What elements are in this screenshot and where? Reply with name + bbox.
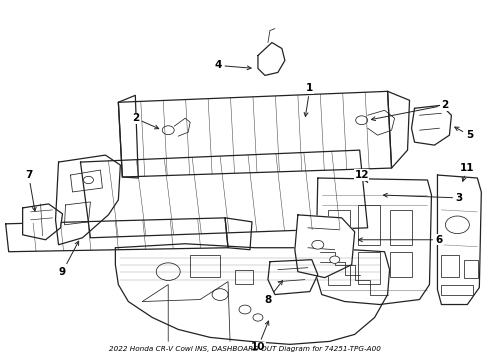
Circle shape	[156, 263, 180, 280]
Polygon shape	[56, 155, 120, 245]
Bar	[389, 252, 411, 276]
Polygon shape	[118, 95, 138, 178]
Circle shape	[212, 289, 227, 301]
Text: 4: 4	[214, 60, 251, 71]
Polygon shape	[315, 178, 430, 305]
Text: 7: 7	[25, 170, 36, 211]
Circle shape	[239, 305, 250, 314]
Circle shape	[162, 126, 174, 135]
Text: 12: 12	[354, 170, 368, 183]
Circle shape	[355, 116, 367, 125]
Text: 2: 2	[371, 100, 447, 121]
Polygon shape	[437, 175, 480, 305]
Text: 2022 Honda CR-V Cowl INS, DASHBOARD OUT Diagram for 74251-TPG-A00: 2022 Honda CR-V Cowl INS, DASHBOARD OUT …	[108, 346, 380, 352]
Polygon shape	[258, 42, 285, 75]
Bar	[441, 255, 458, 276]
Bar	[441, 285, 472, 294]
Bar	[464, 260, 477, 278]
Circle shape	[329, 256, 339, 264]
Polygon shape	[6, 218, 227, 252]
Polygon shape	[224, 218, 251, 250]
Text: 10: 10	[250, 321, 268, 352]
Text: 11: 11	[459, 163, 474, 181]
Polygon shape	[22, 204, 62, 240]
Bar	[327, 210, 349, 245]
Polygon shape	[294, 215, 354, 278]
Polygon shape	[81, 150, 367, 238]
Text: 6: 6	[358, 235, 442, 245]
Polygon shape	[118, 91, 391, 177]
Text: 5: 5	[454, 127, 472, 140]
Text: 3: 3	[383, 193, 462, 203]
Text: 9: 9	[59, 241, 79, 276]
Text: 1: 1	[304, 84, 313, 116]
Bar	[357, 252, 379, 284]
Polygon shape	[387, 91, 408, 168]
Circle shape	[83, 176, 93, 184]
Bar	[190, 255, 220, 276]
Polygon shape	[115, 244, 389, 345]
Bar	[357, 205, 379, 245]
Polygon shape	[411, 105, 450, 145]
Circle shape	[445, 216, 468, 234]
Circle shape	[311, 240, 323, 249]
Circle shape	[252, 314, 263, 321]
Bar	[235, 270, 252, 284]
Bar	[327, 255, 349, 285]
Text: 8: 8	[264, 281, 282, 305]
Polygon shape	[267, 260, 317, 294]
Bar	[389, 210, 411, 245]
Text: 2: 2	[131, 113, 159, 129]
